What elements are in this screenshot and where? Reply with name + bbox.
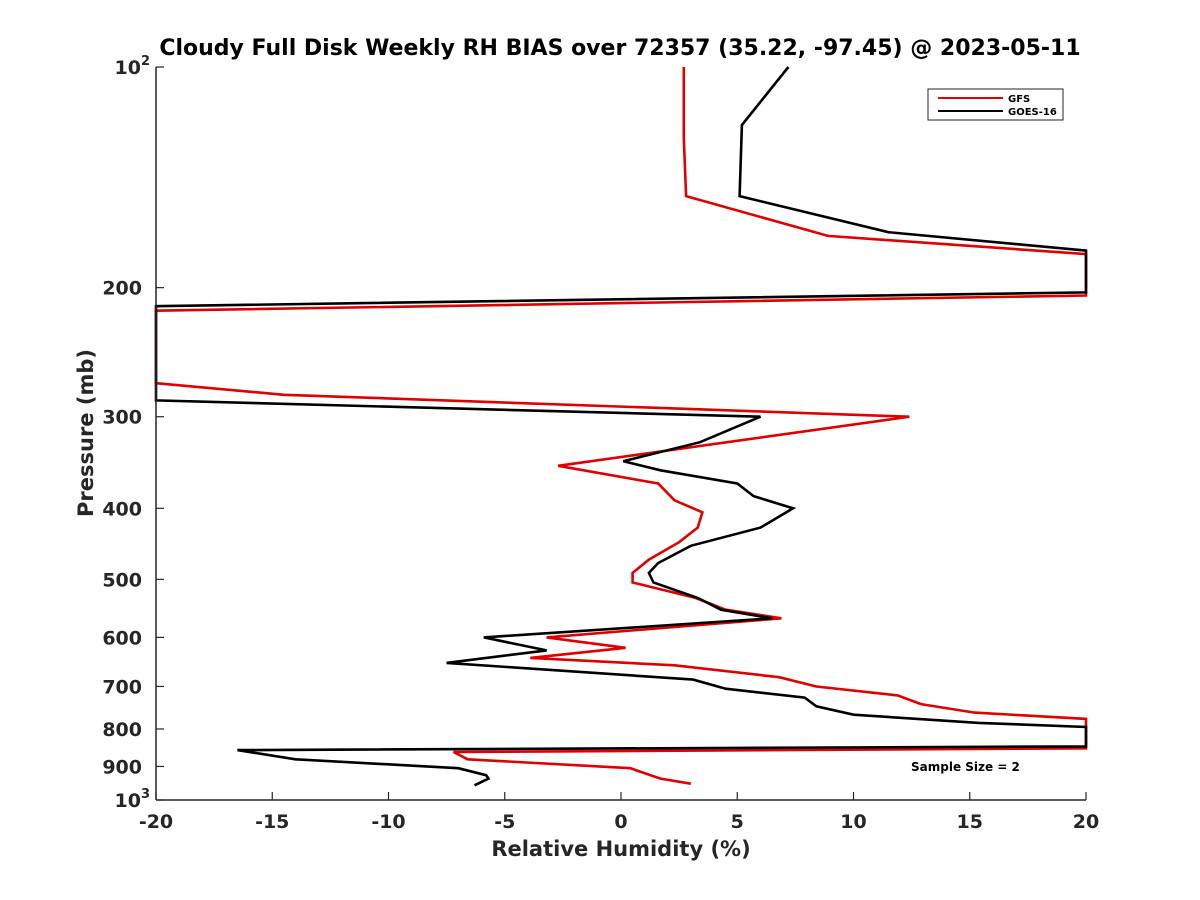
chart-title: Cloudy Full Disk Weekly RH BIAS over 723… (159, 36, 1080, 61)
y-tick-label: 800 (102, 719, 142, 741)
x-tick-label: -10 (371, 811, 405, 833)
plot-frame (156, 67, 1086, 800)
y-tick-label: 102 (115, 54, 151, 79)
x-tick-label: 20 (1073, 811, 1099, 833)
y-tick-label: 700 (102, 676, 142, 698)
y-tick-label: 600 (102, 627, 142, 649)
x-tick-label: 0 (614, 811, 627, 833)
y-tick-label: 400 (102, 498, 142, 520)
legend: GFS GOES-16 (927, 88, 1064, 121)
sample-size-annotation: Sample Size = 2 (911, 760, 1020, 774)
y-tick-label: 200 (102, 278, 142, 300)
legend-label-gfs: GFS (1008, 94, 1030, 105)
x-tick-label: -5 (494, 811, 515, 833)
x-tick-label: 15 (957, 811, 983, 833)
x-axis-ticks: -20 -15 -10 -5 0 5 10 15 20 (139, 792, 1099, 833)
x-tick-label: 5 (731, 811, 744, 833)
y-axis-ticks: 102 200 300 400 500 600 700 800 900 103 (102, 54, 164, 812)
x-tick-label: -20 (139, 811, 173, 833)
x-tick-label: -15 (255, 811, 289, 833)
y-tick-label: 500 (102, 569, 142, 591)
legend-label-goes16: GOES-16 (1008, 107, 1057, 118)
x-tick-label: 10 (840, 811, 866, 833)
legend-box (927, 88, 1064, 121)
y-tick-label: 103 (115, 787, 151, 812)
y-axis-label: Pressure (mb) (74, 349, 98, 517)
y-tick-label: 900 (102, 756, 142, 778)
x-axis-label: Relative Humidity (%) (491, 837, 750, 861)
plot-area: -20 -15 -10 -5 0 5 10 15 20 102 200 300 400 500 600 70… (102, 54, 1099, 833)
y-tick-label: 300 (102, 407, 142, 429)
